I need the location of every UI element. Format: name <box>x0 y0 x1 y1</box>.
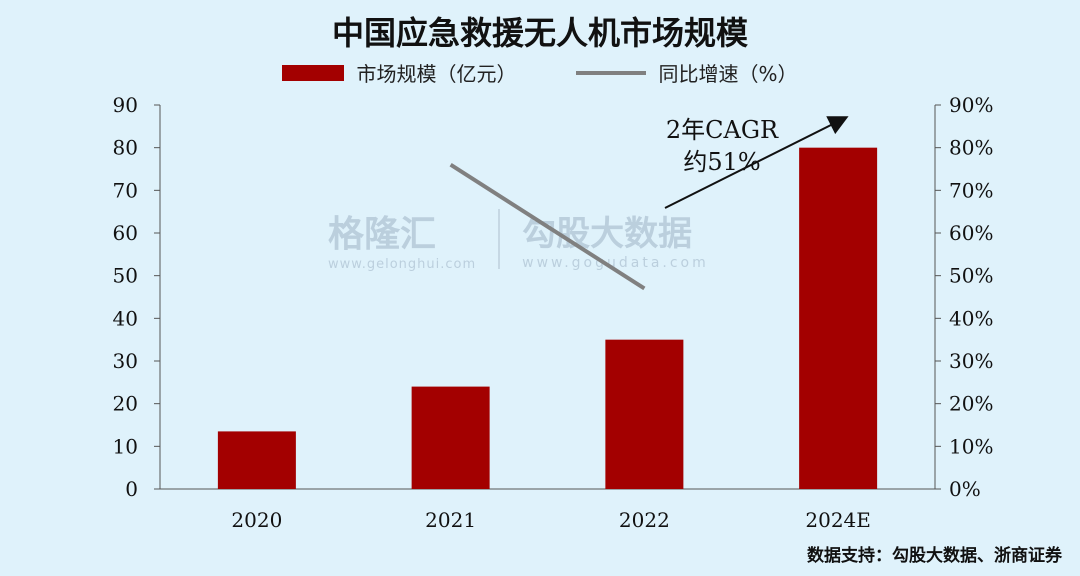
chart-title: 中国应急救援无人机市场规模 <box>331 14 748 52</box>
cagr-label-line2: 约51% <box>683 148 760 176</box>
y-left-tick-label: 0 <box>125 477 138 501</box>
y-left-tick-label: 50 <box>113 264 138 288</box>
y-right-tick-label: 30% <box>949 349 993 373</box>
y-left-tick-label: 90 <box>113 93 138 117</box>
bar-2020 <box>217 431 296 489</box>
watermark-brand1-url: www.gelonghui.com <box>328 257 477 272</box>
y-right-tick-label: 90% <box>949 93 993 117</box>
y-right-tick-label: 20% <box>949 392 993 416</box>
x-tick-label: 2020 <box>231 508 282 532</box>
y-right-tick-label: 50% <box>949 264 993 288</box>
y-left-tick-label: 30 <box>113 349 138 373</box>
bar-2022 <box>605 339 684 489</box>
legend-item-bar: 市场规模（亿元） <box>282 58 516 87</box>
cagr-label-line1: 2年CAGR <box>666 116 779 144</box>
x-tick-label: 2021 <box>425 508 476 532</box>
bar-2024E <box>799 147 878 489</box>
watermark-brand2: 勾股大数据 www.gogudata.com <box>522 206 709 271</box>
legend-item-line: 同比增速（%） <box>576 58 798 87</box>
legend-swatch-bar <box>282 64 345 81</box>
legend-label-bar: 市场规模（亿元） <box>356 62 517 86</box>
cagr-arrow <box>664 116 849 209</box>
y-right-tick-label: 40% <box>949 306 993 330</box>
x-tick-label: 2024E <box>805 508 871 532</box>
y-right-tick-label: 70% <box>949 178 993 202</box>
y-right-tick-label: 80% <box>949 136 993 160</box>
watermark-separator <box>498 208 501 269</box>
watermark-brand2-name: 勾股大数据 <box>522 214 693 254</box>
legend: 市场规模（亿元） 同比增速（%） <box>0 58 1080 87</box>
y-right-tick-label: 60% <box>949 221 993 245</box>
growth-line <box>449 163 646 291</box>
y-left-tick-label: 80 <box>113 136 138 160</box>
watermark: 格隆汇 www.gelonghui.com 勾股大数据 www.gogudata… <box>328 205 709 272</box>
source-note: 数据支持：勾股大数据、浙商证券 <box>807 546 1062 566</box>
bar-2021 <box>411 386 490 489</box>
y-left-tick-label: 40 <box>113 306 138 330</box>
legend-swatch-line <box>576 70 647 75</box>
y-right-tick-label: 0% <box>949 477 981 501</box>
y-left-tick-label: 20 <box>113 392 138 416</box>
watermark-brand1: 格隆汇 www.gelonghui.com <box>328 205 476 272</box>
y-left-tick-label: 70 <box>113 178 138 202</box>
x-tick-label: 2022 <box>619 508 670 532</box>
legend-label-line: 同比增速（%） <box>658 62 798 86</box>
watermark-brand2-url: www.gogudata.com <box>522 255 709 271</box>
y-left-tick-label: 10 <box>113 434 138 458</box>
y-right-tick-label: 10% <box>949 434 993 458</box>
watermark-brand1-name: 格隆汇 <box>328 214 437 255</box>
y-left-tick-label: 60 <box>113 221 138 245</box>
